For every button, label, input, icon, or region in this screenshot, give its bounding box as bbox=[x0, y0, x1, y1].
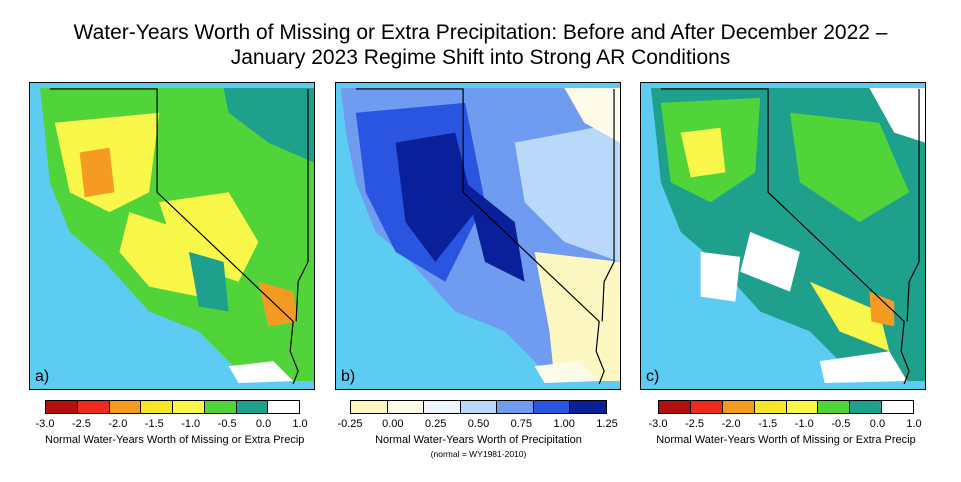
colorbar-a-ticks: -3.0 -2.5 -2.0 -1.5 -1.0 -0.5 0.0 1.0 bbox=[36, 418, 308, 432]
colorbar-tick-label: 1.0 bbox=[292, 418, 308, 430]
map-b-graphic bbox=[340, 87, 620, 385]
colorbar-tick-label: -0.25 bbox=[337, 418, 363, 430]
panel-label-b: b) bbox=[341, 368, 356, 385]
colorbar-b-subcaption: (normal = WY1981-2010) bbox=[430, 449, 527, 459]
colorbar-tick-label: -1.5 bbox=[144, 418, 164, 430]
colorbar-tick-label: -3.0 bbox=[648, 418, 668, 430]
colorbar-swatch bbox=[690, 401, 723, 413]
colorbar-swatch bbox=[882, 401, 913, 413]
colorbar-tick-label: -2.5 bbox=[71, 418, 91, 430]
colorbar-swatch bbox=[173, 401, 205, 413]
map-panel-b: b) bbox=[335, 82, 621, 390]
colorbar-tick-label: 0.00 bbox=[382, 418, 404, 430]
colorbar-swatch bbox=[460, 401, 498, 413]
colorbar-tick-label: -2.0 bbox=[721, 418, 741, 430]
colorbar-tick-label: 0.25 bbox=[424, 418, 447, 430]
map-a-graphic bbox=[39, 87, 314, 385]
colorbar-swatch bbox=[497, 401, 534, 413]
colorbar-tick-label: -0.5 bbox=[217, 418, 237, 430]
colorbar-c bbox=[658, 400, 914, 414]
colorbar-swatch bbox=[236, 401, 269, 413]
figure-title-line-1: Water-Years Worth of Missing or Extra Pr… bbox=[73, 21, 888, 44]
colorbar-tick-label: 1.25 bbox=[596, 418, 618, 430]
colorbar-swatch bbox=[754, 401, 787, 413]
colorbar-c-ticks: -3.0 -2.5 -2.0 -1.5 -1.0 -0.5 0.0 1.0 bbox=[649, 418, 922, 432]
colorbar-swatch bbox=[77, 401, 110, 413]
map-panel-c: c) bbox=[640, 82, 926, 390]
colorbar-tick-label: 0.0 bbox=[869, 418, 886, 430]
colorbar-a-caption: Normal Water-Years Worth of Missing or E… bbox=[45, 434, 305, 446]
colorbar-tick-label: -2.5 bbox=[685, 418, 705, 430]
colorbar-a bbox=[45, 400, 300, 414]
colorbar-swatch bbox=[46, 401, 78, 413]
colorbar-swatch bbox=[533, 401, 571, 413]
colorbar-b-caption: Normal Water-Years Worth of Precipitatio… bbox=[375, 434, 582, 446]
panel-label-c: c) bbox=[646, 368, 660, 385]
colorbar-swatch bbox=[850, 401, 883, 413]
figure-title-line-2: January 2023 Regime Shift into Strong AR… bbox=[230, 46, 731, 69]
colorbar-swatch bbox=[387, 401, 425, 413]
panel-label-a: a) bbox=[35, 368, 50, 385]
colorbar-swatch bbox=[268, 401, 299, 413]
colorbar-swatch bbox=[570, 401, 607, 413]
colorbar-swatch bbox=[786, 401, 819, 413]
colorbar-swatch bbox=[722, 401, 755, 413]
map-panel-a: a) bbox=[29, 82, 315, 390]
colorbar-swatch bbox=[204, 401, 237, 413]
colorbar-tick-label: 0.0 bbox=[255, 418, 272, 430]
colorbar-b-ticks: -0.25 0.00 0.25 0.50 0.75 1.00 1.25 bbox=[337, 418, 617, 432]
colorbar-b bbox=[350, 400, 607, 414]
colorbar-swatch bbox=[109, 401, 142, 413]
colorbar-tick-label: -1.5 bbox=[758, 418, 778, 430]
map-c-graphic bbox=[650, 87, 925, 385]
colorbar-swatch bbox=[141, 401, 173, 413]
colorbar-swatch bbox=[818, 401, 851, 413]
colorbar-tick-label: -1.0 bbox=[794, 418, 814, 430]
colorbar-swatch bbox=[659, 401, 691, 413]
colorbar-tick-label: -3.0 bbox=[35, 418, 55, 430]
colorbar-tick-label: 0.50 bbox=[467, 418, 490, 430]
colorbar-tick-label: 1.0 bbox=[906, 418, 922, 430]
colorbar-tick-label: -2.0 bbox=[108, 418, 128, 430]
colorbar-tick-label: 0.75 bbox=[510, 418, 533, 430]
colorbar-swatch bbox=[351, 401, 388, 413]
colorbar-swatch bbox=[424, 401, 461, 413]
colorbar-tick-label: -0.5 bbox=[831, 418, 851, 430]
colorbar-c-caption: Normal Water-Years Worth of Missing or E… bbox=[656, 434, 916, 446]
colorbar-tick-label: -1.0 bbox=[181, 418, 201, 430]
colorbar-tick-label: 1.00 bbox=[553, 418, 575, 430]
